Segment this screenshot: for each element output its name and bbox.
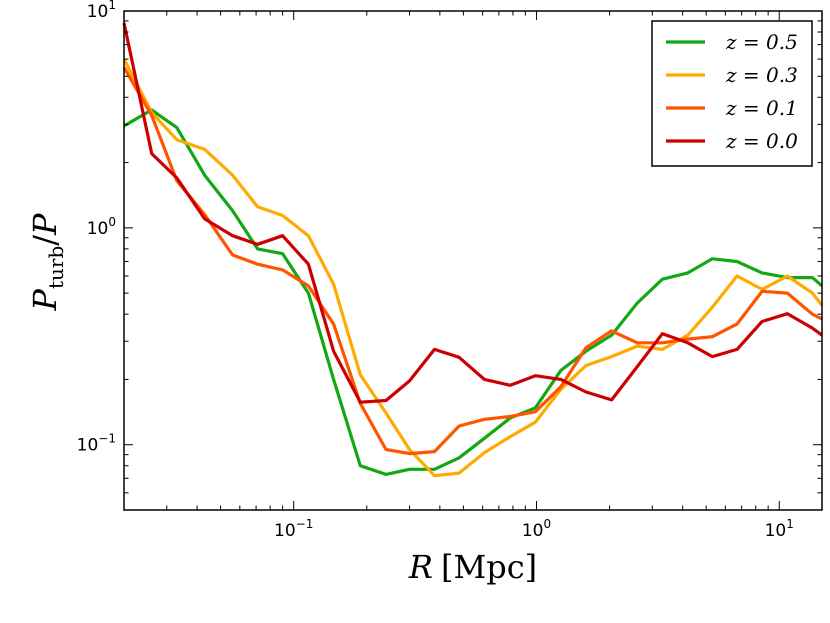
y-axis-label-subscript: turb [44, 246, 68, 289]
y-tick-label-1: 100 [87, 215, 116, 239]
x-tick-label-1-exp: 0 [543, 517, 551, 531]
legend-label-0: z = 0.5 [725, 30, 798, 54]
legend-label-2: z = 0.1 [725, 96, 798, 120]
x-tick-label-1-base: 10 [522, 521, 544, 541]
y-axis-label-p: P [26, 289, 64, 312]
y-axis-label: Pturb/P [26, 213, 68, 312]
x-tick-label-2-exp: 1 [786, 517, 794, 531]
y-tick-label-2-exp: 1 [108, 0, 116, 12]
x-tick-label-0-base: 10 [274, 521, 296, 541]
y-tick-label-1-exp: 0 [108, 215, 116, 229]
series-line-3 [122, 22, 823, 404]
series-line-1 [122, 58, 824, 478]
series-layer [122, 22, 824, 478]
y-tick-label-2-base: 10 [87, 2, 109, 22]
x-tick-label-0: 10−1 [274, 517, 313, 541]
x-axis-label-units: [Mpc] [441, 548, 537, 586]
legend-label-1: z = 0.3 [725, 63, 798, 87]
y-tick-label-2: 101 [87, 0, 116, 22]
y-tick-label-0: 10−1 [77, 432, 116, 456]
x-axis-label-r: R [408, 548, 433, 586]
x-tick-label-0-exp: −1 [296, 517, 314, 531]
y-tick-label-0-base: 10 [77, 436, 99, 456]
x-tick-label-2: 101 [765, 517, 794, 541]
y-axis-label-slash: / [26, 235, 64, 246]
x-tick-label-1: 100 [522, 517, 551, 541]
legend-label-3: z = 0.0 [725, 129, 798, 153]
legend: z = 0.5 z = 0.3 z = 0.1 z = 0.0 [651, 20, 813, 167]
series-line-0 [123, 108, 824, 476]
series-line-2 [122, 66, 823, 456]
y-axis-label-p2: P [26, 213, 64, 236]
y-tick-label-1-base: 10 [87, 219, 109, 239]
x-axis-label: R [Mpc] [408, 548, 537, 586]
y-tick-label-0-exp: −1 [98, 432, 116, 446]
x-tick-label-2-base: 10 [765, 521, 787, 541]
plot-frame [123, 10, 823, 511]
